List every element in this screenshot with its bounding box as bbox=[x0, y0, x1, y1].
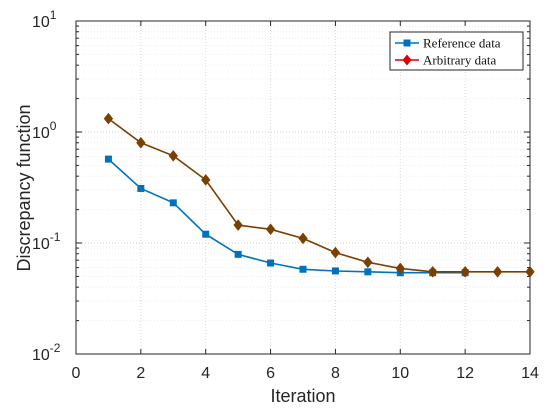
x-tick-label: 8 bbox=[331, 365, 340, 382]
x-tick-label: 0 bbox=[72, 365, 81, 382]
data-point-diamond bbox=[168, 149, 179, 162]
y-tick-label: 101 bbox=[32, 8, 57, 31]
data-point-diamond bbox=[492, 265, 503, 278]
legend-marker-square bbox=[403, 39, 411, 47]
data-point-square bbox=[202, 230, 210, 238]
legend-marker-diamond bbox=[402, 54, 412, 66]
data-point-diamond bbox=[136, 136, 146, 149]
series-reference-data bbox=[104, 155, 469, 277]
y-tick-exponent: -2 bbox=[50, 341, 61, 355]
y-tick-base: 10 bbox=[32, 236, 50, 253]
data-point-diamond bbox=[460, 265, 470, 278]
data-point-diamond bbox=[330, 246, 341, 259]
data-point-square bbox=[169, 199, 177, 207]
y-tick-base: 10 bbox=[32, 347, 50, 364]
y-tick-base: 10 bbox=[32, 14, 50, 31]
data-point-diamond bbox=[525, 265, 535, 278]
series-line bbox=[107, 117, 530, 273]
legend-label: Arbitrary data bbox=[423, 53, 497, 68]
data-point-square bbox=[299, 265, 307, 273]
y-tick-exponent: 1 bbox=[50, 8, 57, 22]
data-point-square bbox=[234, 250, 242, 258]
data-point-square bbox=[137, 184, 145, 192]
series-line bbox=[107, 158, 466, 274]
y-tick-exponent: 0 bbox=[50, 119, 57, 133]
legend-box bbox=[389, 31, 524, 71]
data-point-square bbox=[104, 155, 112, 163]
data-point-diamond bbox=[427, 265, 438, 278]
series-layer bbox=[103, 112, 535, 278]
legend-label: Reference data bbox=[423, 36, 501, 51]
x-tick-label: 14 bbox=[521, 365, 539, 382]
y-tick-label: 10-1 bbox=[32, 230, 61, 253]
y-axis-title: Discrepancy function bbox=[14, 104, 34, 271]
x-tick-label: 4 bbox=[201, 365, 210, 382]
data-point-diamond bbox=[200, 174, 211, 186]
x-tick-label: 2 bbox=[136, 365, 145, 382]
data-point-diamond bbox=[363, 256, 373, 269]
data-point-diamond bbox=[265, 223, 276, 236]
x-tick-label: 10 bbox=[391, 365, 409, 382]
y-tick-label: 10-2 bbox=[32, 341, 61, 364]
legend: Reference data Arbitrary data bbox=[389, 31, 524, 71]
data-point-square bbox=[364, 268, 372, 276]
y-tick-label: 100 bbox=[32, 119, 57, 142]
x-axis-ticks: 0 2 4 6 8 10 12 14 bbox=[72, 21, 539, 382]
x-tick-label: 6 bbox=[266, 365, 275, 382]
y-tick-base: 10 bbox=[32, 125, 50, 142]
data-point-square bbox=[267, 259, 275, 267]
plot-area-frame bbox=[75, 20, 531, 355]
data-point-diamond bbox=[298, 232, 308, 245]
x-tick-label: 12 bbox=[456, 365, 474, 382]
data-point-square bbox=[331, 267, 339, 275]
data-point-diamond bbox=[103, 112, 114, 125]
y-tick-exponent: -1 bbox=[50, 230, 61, 244]
series-arbitrary-data bbox=[103, 112, 535, 278]
data-point-diamond bbox=[395, 262, 406, 275]
x-axis-title: Iteration bbox=[270, 386, 335, 406]
data-point-diamond bbox=[233, 219, 243, 231]
